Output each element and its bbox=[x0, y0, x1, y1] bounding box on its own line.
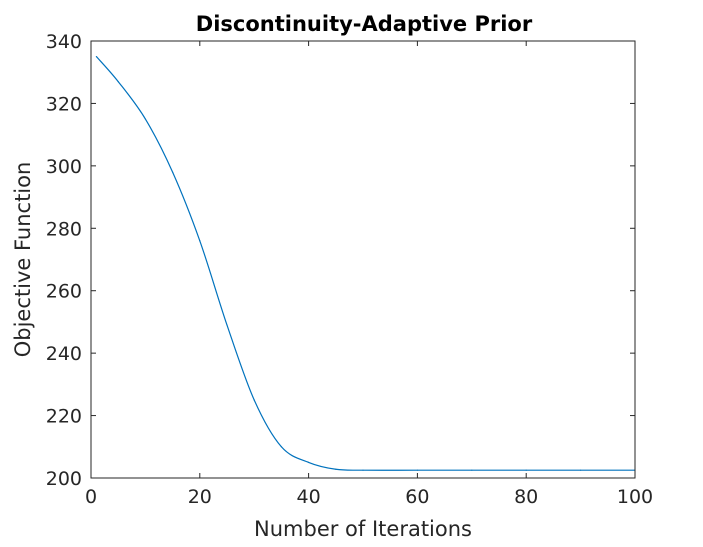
data-point bbox=[416, 469, 418, 471]
data-point bbox=[471, 469, 473, 471]
data-point bbox=[95, 56, 98, 58]
data-point bbox=[226, 324, 228, 326]
plot-area bbox=[91, 41, 635, 478]
series-line-0 bbox=[95, 56, 635, 471]
x-tick-label: 60 bbox=[405, 486, 429, 508]
x-tick-label: 20 bbox=[188, 486, 212, 508]
data-point bbox=[253, 399, 255, 401]
plot-frame bbox=[90, 40, 636, 479]
data-point bbox=[144, 118, 146, 120]
y-tick-label: 260 bbox=[46, 281, 82, 303]
x-tick-label: 40 bbox=[297, 486, 321, 508]
y-tick-label: 300 bbox=[46, 156, 82, 178]
y-tick-label: 220 bbox=[46, 406, 82, 428]
x-axis-label: Number of Iterations bbox=[254, 517, 472, 541]
data-point bbox=[117, 80, 119, 83]
ticks-layer: 0 20 40 60 80 100 200 220 240 260 280 300 320 340 bbox=[46, 31, 653, 508]
data-point bbox=[199, 240, 201, 242]
series-layer bbox=[95, 56, 636, 471]
x-tick-label: 80 bbox=[514, 486, 538, 508]
data-point bbox=[172, 171, 174, 173]
data-point bbox=[525, 469, 527, 471]
y-tick-label: 200 bbox=[46, 468, 82, 490]
data-point bbox=[308, 461, 310, 463]
data-point bbox=[362, 469, 364, 471]
y-tick-label: 280 bbox=[46, 218, 82, 240]
data-point bbox=[335, 468, 337, 470]
data-point bbox=[580, 469, 582, 471]
y-tick-label: 240 bbox=[46, 343, 82, 365]
y-tick-label: 340 bbox=[46, 31, 82, 53]
chart-title: Discontinuity-Adaptive Prior bbox=[196, 12, 533, 36]
data-point bbox=[280, 446, 282, 448]
x-tick-label: 0 bbox=[85, 486, 97, 508]
x-tick-label: 100 bbox=[617, 486, 653, 508]
y-axis-label: Objective Function bbox=[11, 162, 35, 358]
y-tick-label: 320 bbox=[46, 93, 82, 115]
